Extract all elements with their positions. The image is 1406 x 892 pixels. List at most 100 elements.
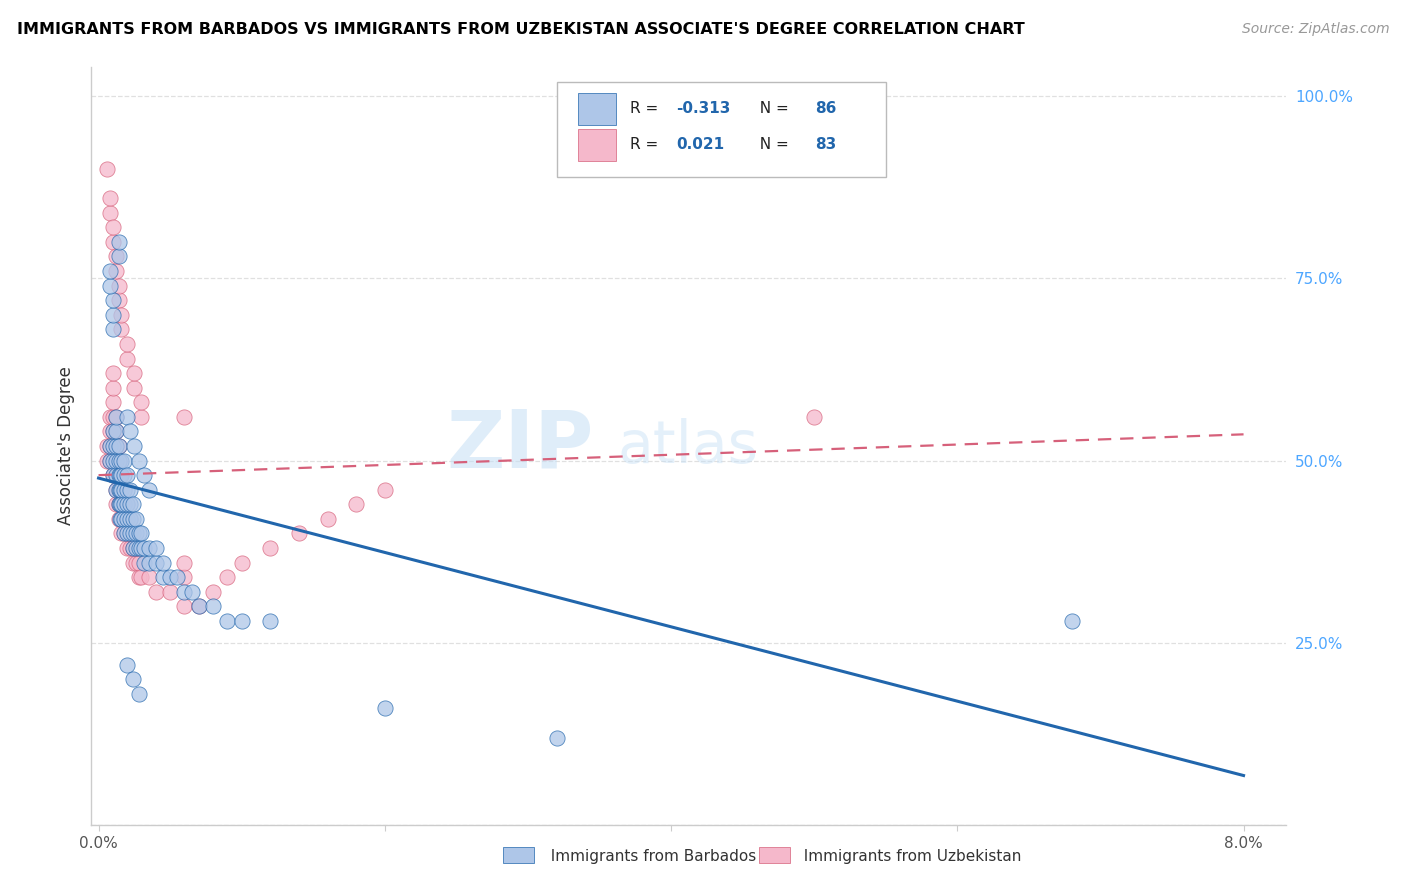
Point — [259, 614, 281, 628]
Point — [115, 409, 138, 424]
FancyBboxPatch shape — [558, 82, 886, 177]
Point — [134, 541, 156, 555]
Point — [104, 425, 127, 439]
Point — [173, 584, 195, 599]
Point — [101, 220, 124, 235]
Point — [118, 483, 141, 497]
Point — [110, 483, 132, 497]
Point — [173, 556, 195, 570]
Point — [134, 468, 156, 483]
Point — [159, 570, 181, 584]
Point — [125, 526, 148, 541]
Point — [98, 453, 121, 467]
Text: N =: N = — [749, 137, 793, 153]
Point — [104, 468, 127, 483]
Point — [122, 512, 145, 526]
Point — [145, 541, 167, 555]
Point — [107, 235, 129, 249]
Point — [104, 250, 127, 264]
Text: 83: 83 — [815, 137, 837, 153]
Point — [101, 395, 124, 409]
Point — [122, 673, 145, 687]
Point — [131, 541, 153, 555]
Point — [115, 512, 138, 526]
Point — [259, 541, 281, 555]
Point — [134, 556, 156, 570]
Point — [202, 584, 225, 599]
Point — [118, 526, 141, 541]
Point — [112, 497, 135, 511]
Point — [101, 235, 124, 249]
Point — [187, 599, 209, 614]
Point — [98, 409, 121, 424]
Point — [288, 526, 311, 541]
Point — [101, 366, 124, 380]
Text: atlas: atlas — [617, 417, 758, 475]
Point — [138, 570, 160, 584]
Point — [131, 395, 153, 409]
Point — [374, 701, 396, 715]
Point — [546, 731, 568, 745]
Point — [344, 497, 367, 511]
Point — [101, 439, 124, 453]
Point — [112, 468, 135, 483]
Point — [104, 453, 127, 467]
Point — [112, 453, 135, 467]
Text: N =: N = — [749, 101, 793, 116]
Point — [96, 439, 118, 453]
Point — [110, 483, 132, 497]
Point — [122, 541, 145, 555]
Point — [101, 453, 124, 467]
Point — [125, 556, 148, 570]
Point — [115, 351, 138, 366]
Point — [110, 497, 132, 511]
Point — [173, 570, 195, 584]
Point — [115, 497, 138, 511]
Point — [101, 439, 124, 453]
Point — [145, 556, 167, 570]
Point — [112, 526, 135, 541]
Point — [101, 308, 124, 322]
Point — [122, 526, 145, 541]
Point — [107, 483, 129, 497]
Bar — [578, 93, 616, 125]
Point — [110, 526, 132, 541]
Point — [118, 497, 141, 511]
Point — [101, 425, 124, 439]
Point — [98, 453, 121, 467]
Point — [316, 512, 339, 526]
Point — [104, 483, 127, 497]
Text: Immigrants from Barbados: Immigrants from Barbados — [541, 849, 756, 863]
Point — [118, 541, 141, 555]
Point — [125, 541, 148, 555]
Point — [124, 366, 146, 380]
Text: -0.313: -0.313 — [676, 101, 730, 116]
Point — [217, 570, 239, 584]
Point — [107, 468, 129, 483]
Point — [173, 599, 195, 614]
Point — [107, 453, 129, 467]
Point — [138, 483, 160, 497]
Text: IMMIGRANTS FROM BARBADOS VS IMMIGRANTS FROM UZBEKISTAN ASSOCIATE'S DEGREE CORREL: IMMIGRANTS FROM BARBADOS VS IMMIGRANTS F… — [17, 22, 1025, 37]
Text: Immigrants from Uzbekistan: Immigrants from Uzbekistan — [794, 849, 1022, 863]
Bar — [503, 847, 534, 863]
Point — [115, 526, 138, 541]
Point — [104, 497, 127, 511]
Point — [202, 599, 225, 614]
Text: ZIP: ZIP — [446, 407, 593, 485]
Point — [145, 584, 167, 599]
Point — [128, 570, 150, 584]
Point — [101, 409, 124, 424]
Point — [110, 468, 132, 483]
Text: R =: R = — [630, 137, 668, 153]
Point — [104, 409, 127, 424]
Point — [107, 278, 129, 293]
Point — [159, 584, 181, 599]
Point — [1060, 614, 1083, 628]
Point — [107, 497, 129, 511]
Point — [118, 512, 141, 526]
Point — [110, 497, 132, 511]
Point — [98, 205, 121, 219]
Point — [138, 556, 160, 570]
Point — [104, 439, 127, 453]
